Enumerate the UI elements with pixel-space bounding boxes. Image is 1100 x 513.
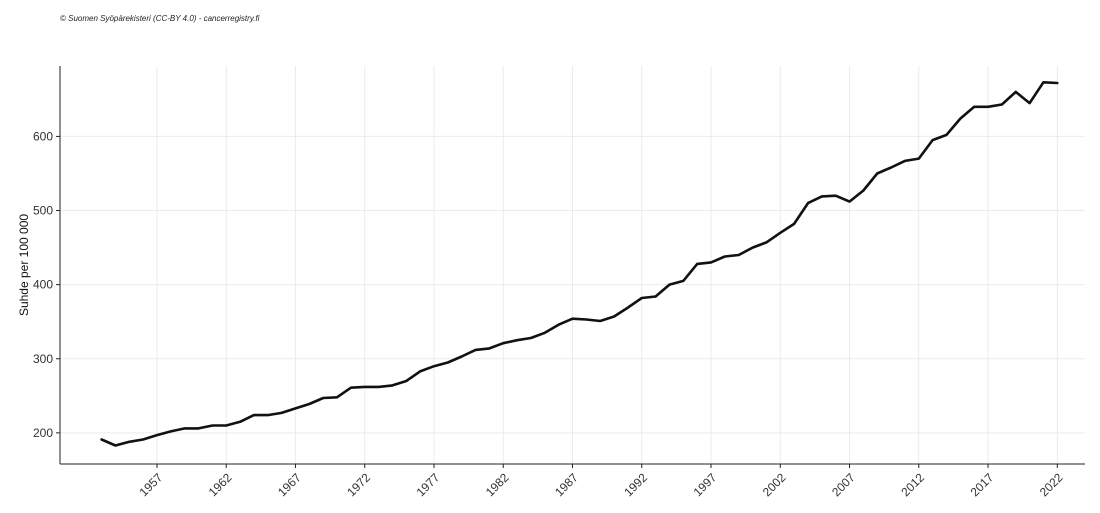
y-tick-label: 400 bbox=[33, 278, 53, 292]
x-ticks: 1957 1962 1967 1972 1977 1982 1987 1992 1997 2002… bbox=[137, 464, 1066, 499]
x-tick-label: 1957 bbox=[137, 470, 166, 499]
source-credit: © Suomen Syöpärekisteri (CC-BY 4.0) - ca… bbox=[60, 14, 260, 23]
series-line bbox=[100, 81, 1059, 447]
x-tick-label: 1992 bbox=[621, 470, 650, 499]
x-tick-label: 1982 bbox=[483, 470, 512, 499]
x-tick-label: 2022 bbox=[1037, 470, 1066, 499]
x-tick-label: 1977 bbox=[414, 470, 443, 499]
y-tick-label: 600 bbox=[33, 129, 53, 143]
x-tick-label: 2012 bbox=[898, 470, 927, 499]
y-tick-label: 300 bbox=[33, 352, 53, 366]
x-tick-label: 2007 bbox=[829, 470, 858, 499]
y-axis-title: Suhde per 100 000 bbox=[17, 214, 31, 316]
x-tick-label: 2002 bbox=[760, 470, 789, 499]
x-tick-label: 1997 bbox=[691, 470, 720, 499]
y-tick-label: 500 bbox=[33, 204, 53, 218]
x-tick-label: 1967 bbox=[275, 470, 304, 499]
gridlines bbox=[60, 66, 1085, 464]
x-tick-label: 1972 bbox=[344, 470, 373, 499]
y-tick-label: 200 bbox=[33, 426, 53, 440]
x-tick-label: 1987 bbox=[552, 470, 581, 499]
y-ticks: 200 300 400 500 600 bbox=[33, 129, 60, 440]
x-tick-label: 1962 bbox=[206, 470, 235, 499]
x-tick-label: 2017 bbox=[968, 470, 997, 499]
